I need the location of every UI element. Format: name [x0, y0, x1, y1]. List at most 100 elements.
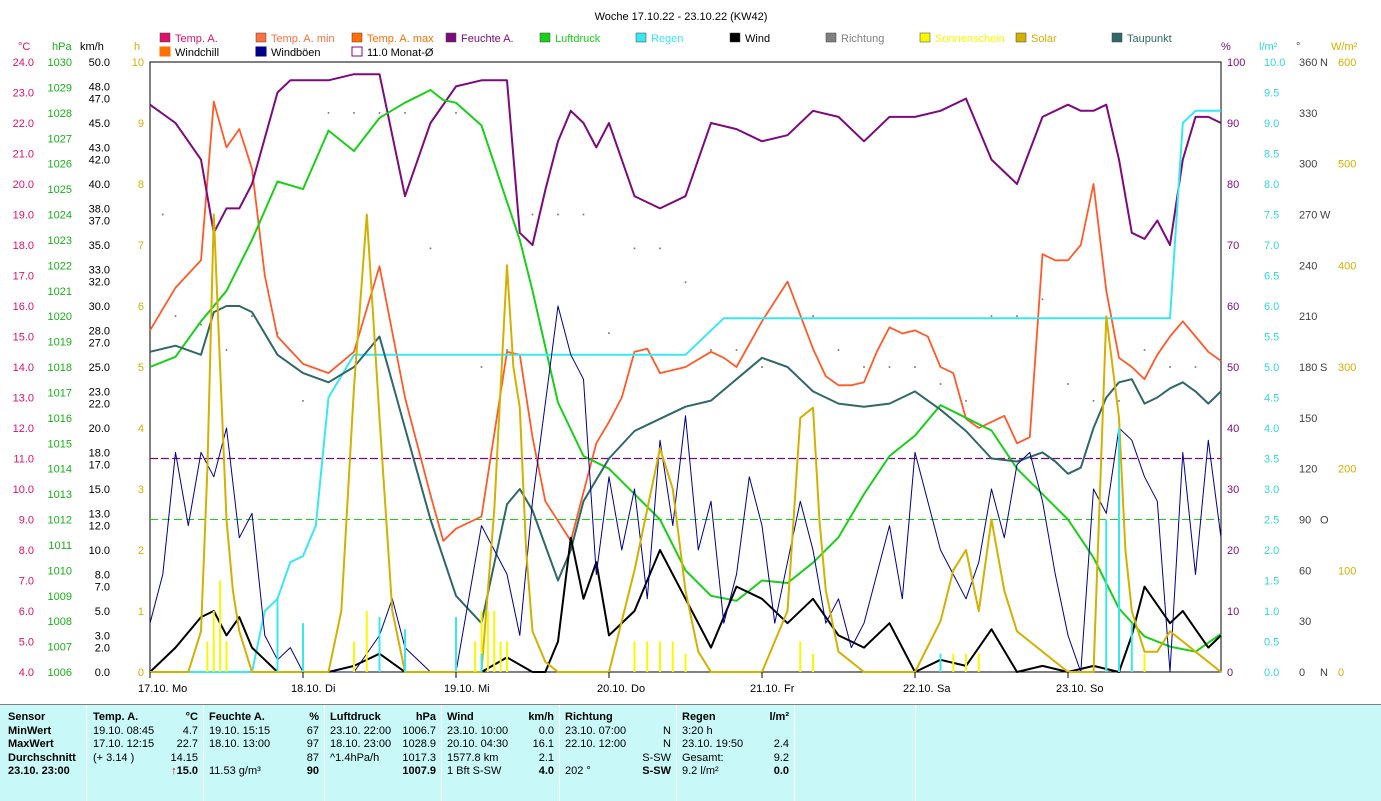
temp-tick-label: 24.0: [13, 57, 34, 69]
legend-label: Temp. A. max: [367, 33, 434, 45]
hours-tick-label: 7: [138, 240, 144, 252]
direction-point: [557, 213, 559, 216]
rain-tick-label: 4.5: [1264, 393, 1279, 405]
kmh-tick-label: 50.0: [89, 57, 110, 69]
axis-unit-label: %: [1221, 41, 1231, 53]
hpa-tick-label: 1022: [48, 260, 72, 272]
stats-feuchte-max-value: 97: [306, 738, 319, 750]
hpa-tick-label: 1021: [48, 286, 72, 298]
kmh-tick-label: 17.0: [89, 460, 110, 472]
direction-tick-label: 300: [1299, 159, 1317, 171]
hpa-tick-label: 1013: [48, 489, 72, 501]
hpa-tick-label: 1010: [48, 565, 72, 577]
stats-wind-max-time: 20.10. 04:30: [447, 738, 509, 750]
direction-point: [251, 315, 253, 318]
direction-point: [837, 349, 840, 352]
legend-swatch: [255, 46, 267, 57]
kmh-tick-label: 22.0: [89, 399, 110, 411]
stats-temp-min-value: 4.7: [182, 724, 198, 737]
stats-feuchte-min-time: 19.10. 15:15: [209, 724, 271, 737]
direction-point: [200, 323, 202, 326]
kmh-tick-label: 45.0: [89, 118, 110, 130]
stats-feuchte-column: Feuchte A.% 19.10. 15:15 67 18.10. 13:00 9…: [204, 705, 325, 801]
direction-tick-label: 180: [1299, 362, 1317, 374]
humidity-tick-label: 50: [1227, 362, 1239, 374]
direction-tick-label: 150: [1299, 413, 1317, 425]
humidity-tick-label: 70: [1227, 240, 1239, 252]
humidity-tick-label: 20: [1227, 545, 1239, 557]
axis-unit-label: l/m²: [1259, 41, 1278, 53]
series-line-windb-en: [149, 305, 1222, 673]
humidity-tick-label: 90: [1227, 118, 1239, 130]
axis-unit-label: h: [134, 41, 140, 53]
legend-swatch: [919, 32, 931, 43]
direction-tick-label: 360: [1299, 57, 1317, 69]
stats-luftdruck-unit: hPa: [415, 711, 436, 723]
direction-point: [353, 111, 355, 114]
hpa-tick-label: 1008: [48, 616, 72, 628]
stats-luftdruck-max-value: 1028.9: [402, 738, 436, 750]
rain-tick-label: 0.5: [1264, 637, 1279, 649]
hpa-tick-label: 1024: [48, 210, 72, 222]
hpa-tick-label: 1019: [48, 337, 72, 349]
axis-units: °C hPa km/h h% l/m² ° W/m²: [18, 41, 1358, 53]
stats-feuchte-current: 90: [306, 765, 319, 777]
x-tick-label: 18.10.: [291, 683, 322, 695]
stats-luftdruck-column: Luftdruck hPa 23.10. 22:00 1006.7 18.10. 2…: [325, 705, 442, 801]
stats-feuchte-max-time: 18.10. 13:00: [209, 738, 271, 750]
direction-point: [863, 366, 865, 368]
temp-tick-label: 5.0: [19, 637, 34, 649]
x-tick-day: Di: [325, 683, 335, 695]
kmh-tick-label: 18.0: [89, 447, 110, 459]
direction-point: [608, 332, 610, 335]
stats-richtung-current-note: 202 °: [565, 765, 591, 777]
kmh-tick-label: 12.0: [89, 521, 110, 533]
stats-luftdruck-avg-value: 1017.3: [402, 751, 436, 764]
stats-richtung-min-time: 23.10. 07:00: [565, 724, 627, 737]
legend-label: Taupunkt: [1127, 33, 1172, 45]
hours-tick-label: 9: [138, 118, 144, 130]
rain-tick-label: 5.0: [1264, 362, 1279, 374]
series-line-temp-a-: [149, 100, 1222, 542]
axis-unit-label: km/h: [80, 41, 104, 53]
kmh-tick-label: 0.0: [95, 667, 110, 679]
stats-luftdruck-current: 1007.9: [402, 765, 436, 777]
stats-luftdruck-avg-note: ^1.4hPa/h: [330, 751, 380, 764]
humidity-tick-label: 40: [1227, 423, 1239, 435]
x-tick-day: Mi: [478, 683, 490, 695]
rain-tick-label: 8.5: [1264, 149, 1279, 161]
rain-tick-label: 8.0: [1264, 179, 1279, 191]
axes: 24.023.022.021.020.019.018.017.016.015.0…: [13, 57, 1357, 679]
direction-compass-label: N: [1320, 667, 1328, 679]
kmh-tick-label: 27.0: [89, 338, 110, 350]
direction-compass-label: W: [1320, 210, 1331, 222]
legend-swatch: [635, 32, 647, 43]
temp-tick-label: 14.0: [13, 362, 34, 374]
kmh-tick-label: 20.0: [89, 423, 110, 435]
legend-swatch: [729, 32, 741, 43]
x-tick-day: Fr: [784, 683, 795, 695]
solar-tick-label: 300: [1338, 362, 1356, 374]
direction-compass-label: S: [1320, 362, 1327, 374]
x-tick-day: Do: [631, 683, 645, 695]
legend-swatch: [351, 32, 363, 43]
stats-temp-column: Temp. A. °C 19.10. 08:45 4.7 17.10. 12:15 2…: [88, 705, 204, 801]
stats-row-label-current: 23.10. 23:00: [8, 765, 70, 777]
kmh-tick-label: 38.0: [89, 203, 110, 215]
stats-richtung-min-value: N: [663, 724, 671, 737]
kmh-tick-label: 35.0: [89, 240, 110, 252]
hpa-tick-label: 1025: [48, 184, 72, 196]
stats-regen-current-note: 9.2 l/m²: [682, 765, 719, 777]
rain-tick-label: 6.5: [1264, 271, 1279, 283]
legend-label: Luftdruck: [555, 33, 601, 45]
direction-tick-label: 330: [1299, 108, 1317, 120]
direction-point: [1092, 399, 1095, 402]
x-tick-label: 21.10.: [750, 683, 781, 695]
hpa-tick-label: 1028: [48, 108, 72, 120]
x-tick-label: 19.10.: [444, 683, 475, 695]
solar-tick-label: 600: [1338, 57, 1356, 69]
rain-tick-label: 3.5: [1264, 454, 1279, 466]
legend-swatch: [539, 32, 551, 43]
temp-tick-label: 11.0: [13, 454, 34, 466]
hours-tick-label: 10: [132, 57, 144, 69]
